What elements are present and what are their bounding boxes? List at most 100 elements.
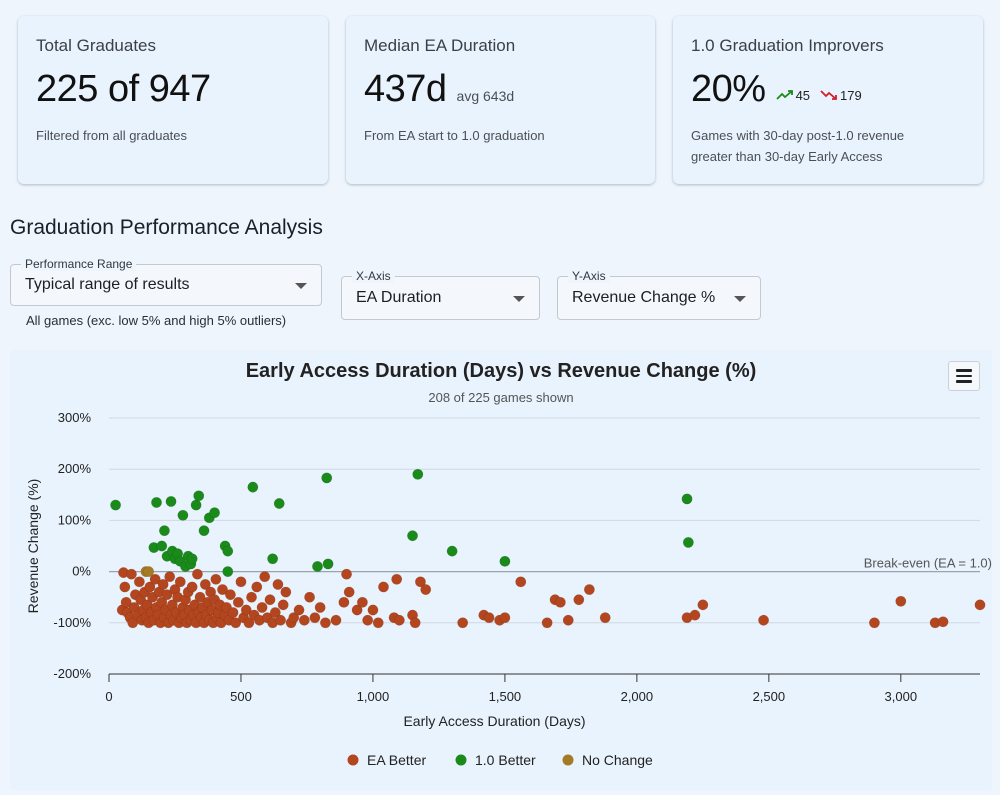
x-tick-label: 2,000 bbox=[621, 689, 654, 704]
legend-label: EA Better bbox=[367, 752, 426, 768]
performance-range-label: Performance Range bbox=[21, 257, 137, 271]
y-tick-label: -100% bbox=[53, 615, 91, 630]
data-point-ea-better bbox=[191, 568, 203, 580]
performance-range-value: Typical range of results bbox=[25, 276, 190, 293]
card-value: 225 of 947 bbox=[36, 68, 211, 110]
data-point-ea-better bbox=[256, 601, 268, 613]
data-point-1-0-better bbox=[209, 507, 221, 519]
hamburger-icon-bar bbox=[956, 374, 972, 378]
data-point-ea-better bbox=[157, 578, 169, 590]
x-tick-label: 3,000 bbox=[885, 689, 918, 704]
data-point-ea-better bbox=[338, 596, 350, 608]
data-point-ea-better bbox=[362, 614, 374, 626]
x-tick-label: 500 bbox=[230, 689, 252, 704]
data-point-ea-better bbox=[246, 591, 258, 603]
data-point-1-0-better bbox=[110, 499, 122, 511]
data-point-1-0-better bbox=[407, 530, 419, 542]
y-axis-title: Revenue Change (%) bbox=[25, 479, 41, 614]
legend-marker bbox=[347, 754, 359, 766]
data-point-ea-better bbox=[541, 617, 553, 629]
kpi-card-graduation-improvers: 1.0 Graduation Improvers 20% 45 179 Game… bbox=[673, 16, 983, 184]
data-point-ea-better bbox=[251, 581, 263, 593]
y-tick-label: 0% bbox=[72, 564, 91, 579]
data-point-ea-better bbox=[161, 589, 173, 601]
data-point-ea-better bbox=[554, 596, 566, 608]
data-point-ea-better bbox=[224, 589, 236, 601]
data-point-ea-better bbox=[272, 578, 284, 590]
data-point-ea-better bbox=[868, 617, 880, 629]
data-point-ea-better bbox=[120, 596, 132, 608]
card-description-line: Games with 30-day post-1.0 revenue bbox=[691, 128, 905, 143]
data-point-1-0-better bbox=[682, 536, 694, 548]
data-point-ea-better bbox=[599, 612, 611, 624]
data-point-ea-better bbox=[259, 571, 271, 583]
data-point-ea-better bbox=[230, 617, 242, 629]
data-point-ea-better bbox=[330, 614, 342, 626]
chart-menu-button[interactable] bbox=[948, 361, 980, 391]
data-point-ea-better bbox=[216, 584, 228, 596]
x-axis-value: EA Duration bbox=[356, 289, 442, 306]
hamburger-icon-bar bbox=[956, 380, 972, 383]
trending-up-icon bbox=[775, 90, 793, 100]
data-point-ea-better bbox=[293, 604, 305, 616]
y-tick-label: -200% bbox=[53, 666, 91, 681]
data-point-ea-better bbox=[758, 614, 770, 626]
data-point-ea-better bbox=[974, 599, 986, 611]
scatter-chart-panel: -200% -100% 0% 100% 200% 300% 0 500 1,000 1,500 2,… bbox=[10, 350, 992, 790]
data-point-ea-better bbox=[351, 604, 363, 616]
data-point-ea-better bbox=[264, 594, 276, 606]
data-point-ea-better bbox=[562, 614, 574, 626]
trend-down: 179 bbox=[820, 88, 862, 103]
data-point-ea-better bbox=[240, 604, 252, 616]
legend-label: 1.0 Better bbox=[475, 752, 536, 768]
performance-range-helper: All games (exc. low 5% and high 5% outli… bbox=[26, 313, 287, 328]
hamburger-icon-bar bbox=[956, 369, 972, 372]
data-point-1-0-better bbox=[193, 490, 205, 502]
x-axis-label: X-Axis bbox=[352, 269, 395, 283]
x-tick-label: 2,500 bbox=[753, 689, 786, 704]
card-value: 437d bbox=[364, 68, 447, 110]
data-point-ea-better bbox=[420, 584, 432, 596]
data-point-ea-better bbox=[164, 571, 176, 583]
legend-label: No Change bbox=[582, 752, 653, 768]
data-point-ea-better bbox=[937, 616, 949, 628]
data-point-ea-better bbox=[372, 617, 384, 629]
down-count: 179 bbox=[840, 87, 862, 103]
data-point-1-0-better bbox=[222, 566, 234, 578]
data-point-ea-better bbox=[243, 617, 255, 629]
break-even-annotation: Break-even (EA = 1.0) bbox=[864, 556, 992, 571]
card-description-line: greater than 30-day Early Access bbox=[691, 149, 883, 164]
trending-down-icon bbox=[820, 90, 837, 100]
data-point-1-0-better bbox=[165, 495, 177, 507]
data-point-ea-better bbox=[235, 576, 247, 588]
x-tick-label: 0 bbox=[105, 689, 112, 704]
data-point-1-0-better bbox=[156, 540, 168, 552]
data-point-no-change bbox=[143, 566, 155, 578]
data-point-ea-better bbox=[174, 576, 186, 588]
kpi-card-total-graduates: Total Graduates 225 of 947 Filtered from… bbox=[18, 16, 328, 184]
card-average: avg 643d bbox=[456, 88, 515, 104]
chevron-down-icon bbox=[295, 283, 307, 289]
card-description: Filtered from all graduates bbox=[36, 128, 188, 143]
data-point-ea-better bbox=[210, 573, 222, 585]
card-title: Total Graduates bbox=[36, 36, 157, 55]
performance-range-select[interactable]: Performance Range Typical range of resul… bbox=[10, 257, 322, 306]
data-point-ea-better bbox=[483, 612, 495, 624]
data-point-ea-better bbox=[275, 614, 287, 626]
data-point-ea-better bbox=[583, 584, 595, 596]
data-point-1-0-better bbox=[446, 545, 458, 557]
data-point-ea-better bbox=[697, 599, 709, 611]
data-point-ea-better bbox=[367, 604, 379, 616]
x-tick-label: 1,000 bbox=[357, 689, 390, 704]
y-axis-select[interactable]: Y-Axis Revenue Change % bbox=[557, 269, 761, 320]
data-point-1-0-better bbox=[322, 558, 334, 570]
data-point-ea-better bbox=[133, 576, 145, 588]
trend-up: 45 bbox=[775, 87, 811, 103]
up-count: 45 bbox=[795, 87, 811, 103]
data-point-ea-better bbox=[391, 573, 403, 585]
data-point-ea-better bbox=[277, 599, 289, 611]
chevron-down-icon bbox=[513, 296, 525, 302]
data-point-1-0-better bbox=[177, 509, 189, 521]
x-axis-select[interactable]: X-Axis EA Duration bbox=[341, 269, 540, 320]
data-point-1-0-better bbox=[198, 525, 210, 537]
